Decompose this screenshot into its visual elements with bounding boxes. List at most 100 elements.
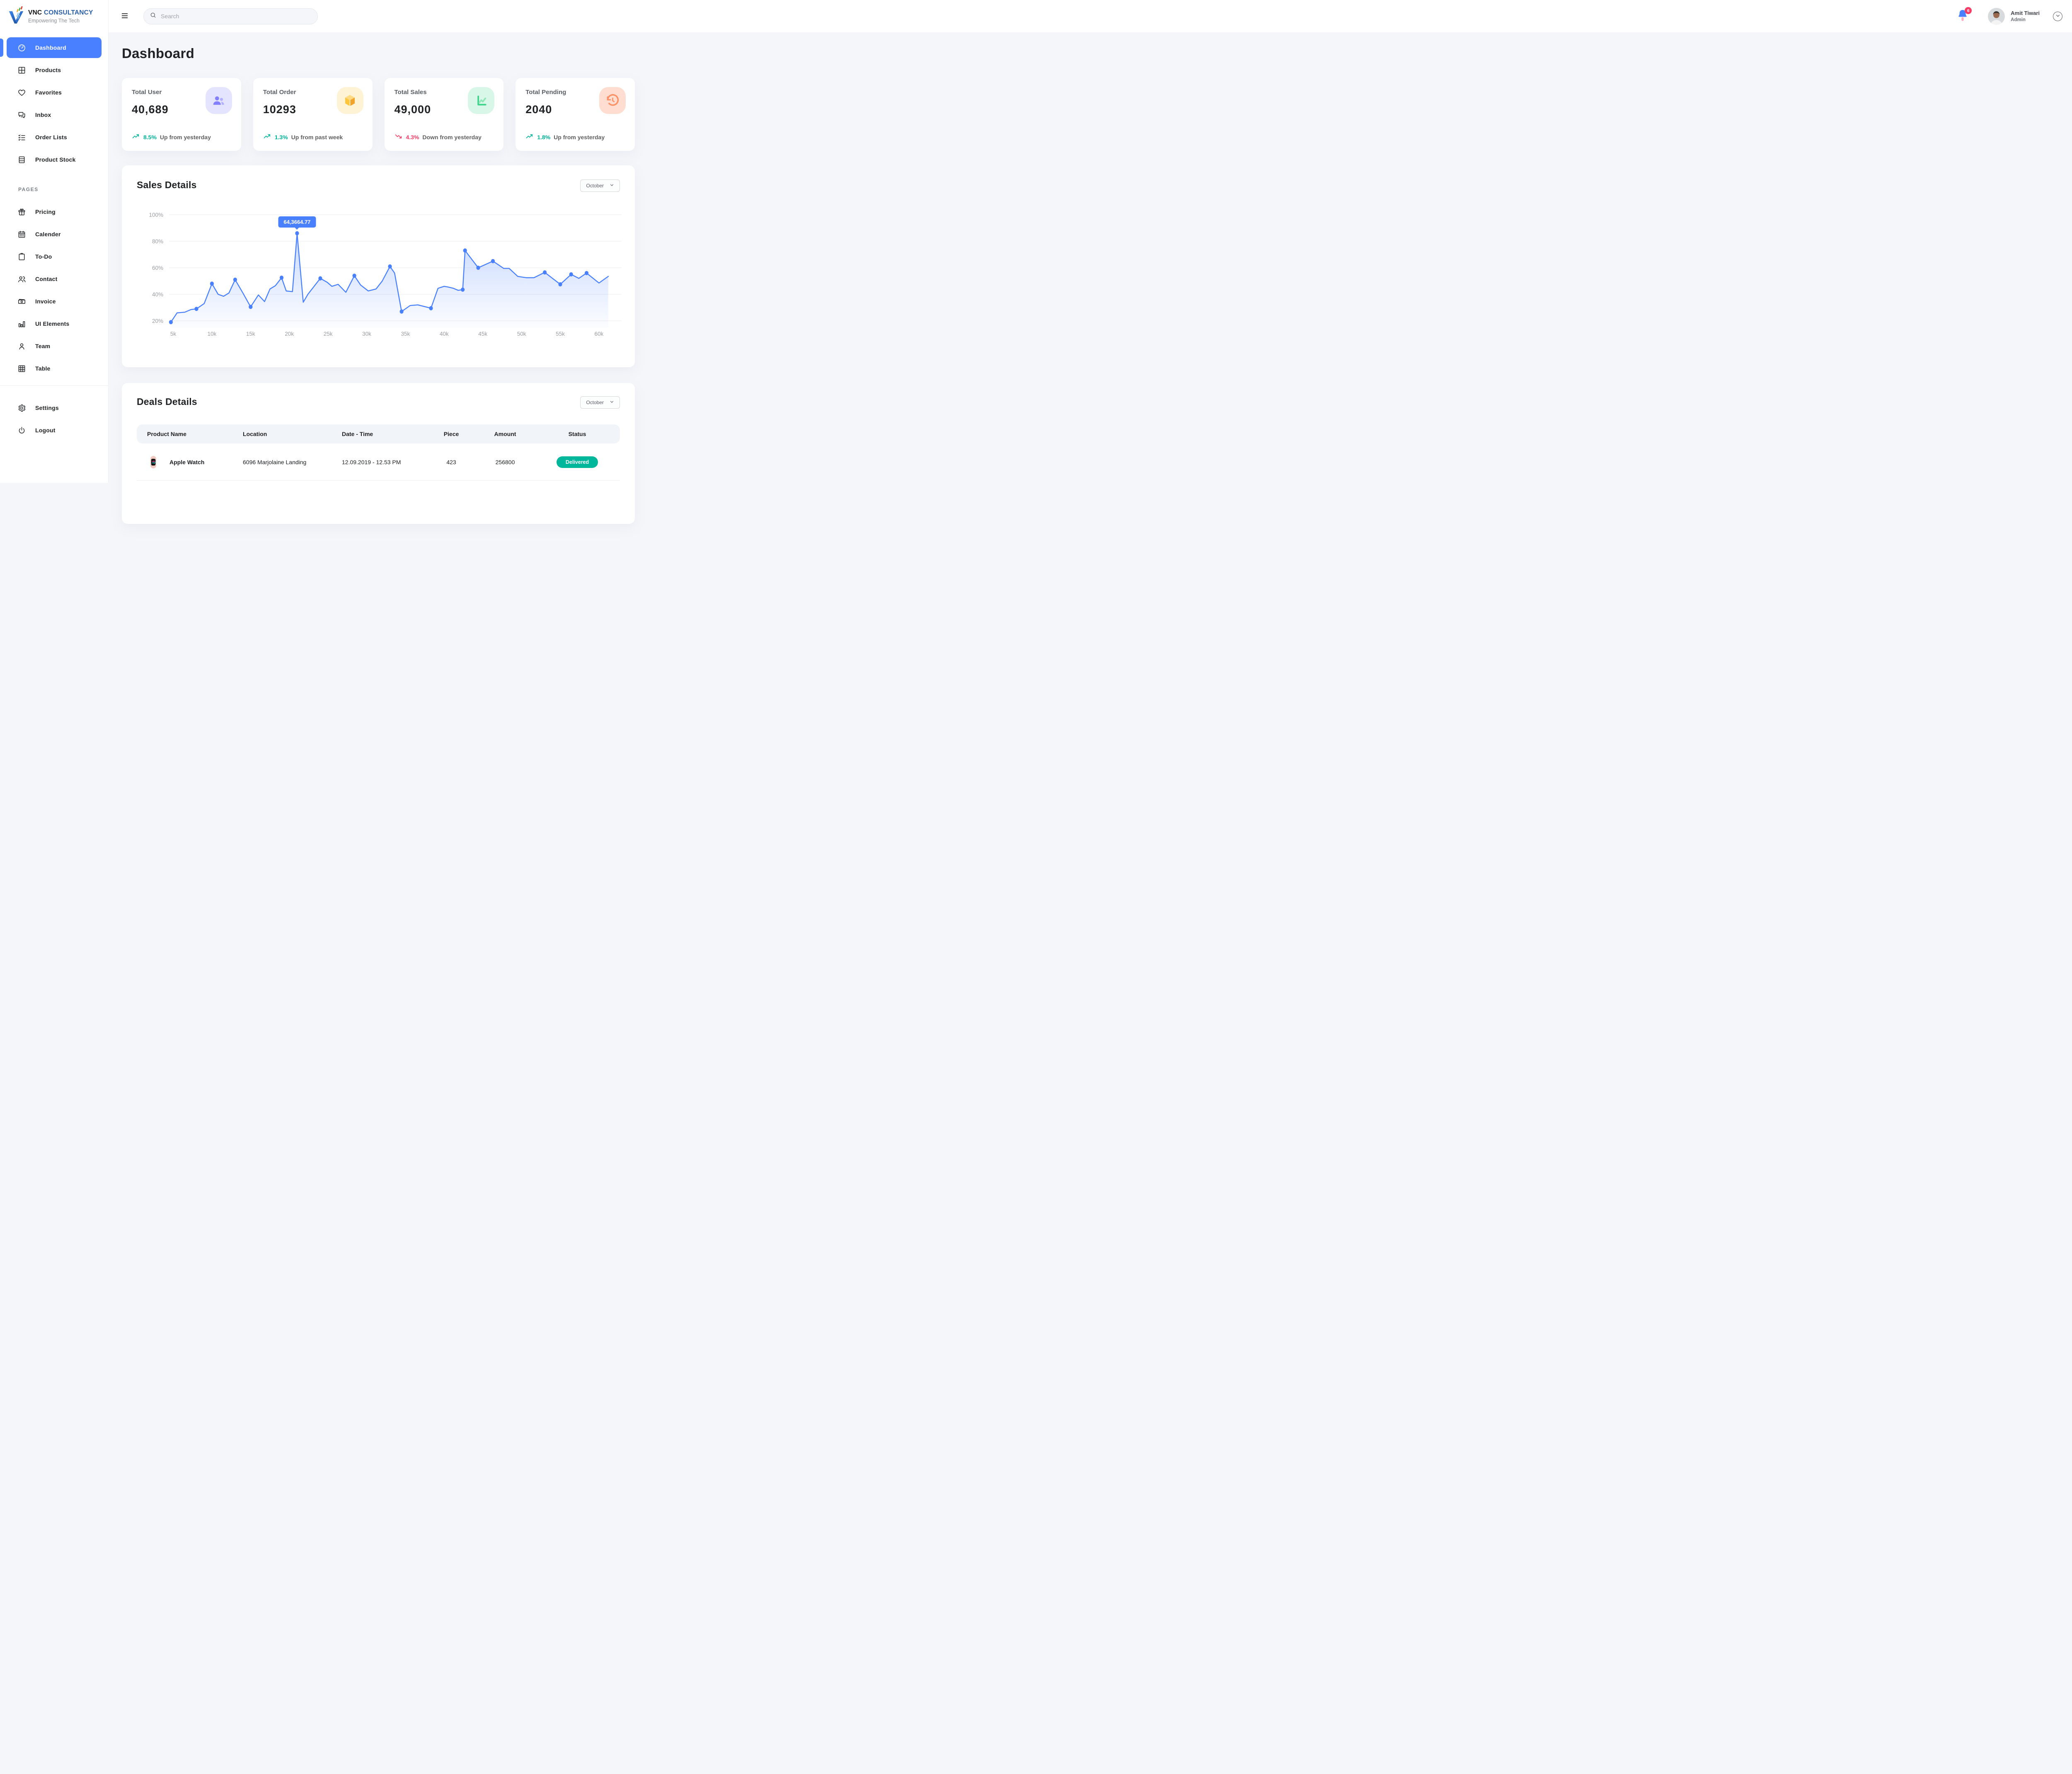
column-header-amount: Amount	[494, 431, 516, 437]
svg-text:60%: 60%	[152, 265, 163, 271]
bell-icon	[1956, 10, 1969, 24]
invoice-icon	[17, 297, 26, 306]
todo-icon	[17, 252, 26, 261]
sidebar-item-invoice[interactable]: Invoice	[7, 291, 102, 312]
users-icon	[205, 87, 232, 114]
inbox-icon	[17, 111, 26, 119]
sidebar: VNC CONSULTANCY Empowering The Tech Dash…	[0, 0, 109, 483]
history-icon	[599, 87, 626, 114]
notifications-button[interactable]: 6	[1956, 7, 1972, 24]
svg-text:20%: 20%	[152, 318, 163, 324]
sidebar-item-settings[interactable]: Settings	[7, 397, 102, 418]
stat-label: Total Sales	[394, 89, 427, 96]
svg-text:35k: 35k	[401, 331, 410, 337]
svg-text:20k: 20k	[285, 331, 294, 337]
sidebar-item-label: UI Elements	[35, 320, 70, 327]
brand-name: VNC CONSULTANCY	[28, 9, 93, 16]
sidebar-item-product-stock[interactable]: Product Stock	[7, 149, 102, 170]
sidebar-nav-footer: Settings Logout	[0, 397, 108, 441]
stat-trend: 1.3% Up from past week	[263, 132, 343, 142]
svg-text:45k: 45k	[478, 331, 487, 337]
user-name: Amit Tiwari	[2011, 10, 2040, 16]
stat-card-total-pending: Total Pending 2040 1.8% Up from yesterday	[516, 78, 635, 151]
stat-value: 10293	[263, 103, 296, 116]
trend-down-icon	[395, 132, 403, 142]
stat-trend: 1.8% Up from yesterday	[525, 132, 605, 142]
sidebar-item-label: Contact	[35, 276, 58, 282]
sidebar-item-calender[interactable]: Calender	[7, 224, 102, 245]
brand-logo-icon	[7, 6, 26, 27]
order-lists-icon	[17, 133, 26, 142]
chart-tooltip: 64,3664.77	[278, 216, 316, 228]
chevron-down-icon	[610, 400, 614, 405]
svg-text:100%: 100%	[149, 212, 163, 218]
svg-text:80%: 80%	[152, 238, 163, 245]
sidebar-item-label: Logout	[35, 427, 56, 434]
sidebar-item-order-lists[interactable]: Order Lists	[7, 127, 102, 148]
main-content: Dashboard Total User 40,689 8.5% Up from ye…	[109, 0, 650, 524]
sidebar-item-label: Order Lists	[35, 134, 67, 141]
ui-elements-icon	[17, 320, 26, 328]
user-meta: Amit Tiwari Admin	[2011, 10, 2040, 22]
avatar[interactable]	[1988, 7, 2005, 25]
table-icon	[17, 364, 26, 373]
stat-value: 40,689	[132, 103, 169, 116]
settings-icon	[17, 404, 26, 412]
chevron-down-icon	[610, 183, 614, 189]
sidebar-item-label: Table	[35, 365, 51, 372]
box-icon	[336, 87, 363, 114]
stat-card-total-order: Total Order 10293 1.3% Up from past week	[253, 78, 373, 151]
page-title: Dashboard	[122, 46, 195, 61]
stat-card-total-user: Total User 40,689 8.5% Up from yesterday	[122, 78, 241, 151]
sidebar-item-table[interactable]: Table	[7, 358, 102, 379]
search-input[interactable]	[161, 13, 312, 19]
sidebar-item-label: Pricing	[35, 208, 56, 215]
svg-text:25k: 25k	[324, 331, 333, 337]
sidebar-item-logout[interactable]: Logout	[7, 420, 102, 441]
sidebar-item-inbox[interactable]: Inbox	[7, 104, 102, 125]
sidebar-item-label: Team	[35, 343, 51, 349]
stat-label: Total Pending	[525, 89, 566, 96]
product-stock-icon	[17, 155, 26, 164]
sales-details-title: Sales Details	[137, 179, 197, 190]
stat-trend: 4.3% Down from yesterday	[395, 132, 482, 142]
user-menu-button[interactable]	[2053, 11, 2062, 21]
sidebar-item-team[interactable]: Team	[7, 336, 102, 356]
column-header-location: Location	[243, 431, 267, 437]
deals-month-filter[interactable]: October	[580, 396, 620, 409]
stat-label: Total Order	[263, 89, 296, 96]
brand-tagline: Empowering The Tech	[28, 17, 80, 24]
logout-icon	[17, 426, 26, 435]
sidebar-item-products[interactable]: Products	[7, 60, 102, 80]
deals-table-header: Product Name Location Date - Time Piece Amou…	[137, 424, 620, 444]
heart-icon	[17, 88, 26, 97]
sidebar-item-favorites[interactable]: Favorites	[7, 82, 102, 103]
sidebar-item-label: Products	[35, 67, 61, 73]
sidebar-divider	[0, 385, 108, 386]
sidebar-nav-pages: Pricing Calender To-Do Contact Invoice UI Ele…	[0, 201, 108, 379]
svg-text:30k: 30k	[362, 331, 371, 337]
sidebar-item-contact[interactable]: Contact	[7, 269, 102, 289]
stat-label: Total User	[132, 89, 162, 96]
sidebar-nav-main: Dashboard Products Favorites Inbox Order Lis…	[0, 37, 108, 170]
dashboard-icon	[17, 44, 26, 52]
sidebar-item-label: Settings	[35, 405, 59, 411]
sidebar-item-label: Dashboard	[35, 44, 66, 51]
brand-logo: VNC CONSULTANCY Empowering The Tech	[0, 0, 108, 32]
sidebar-item-label: Product Stock	[35, 156, 76, 163]
notification-badge: 6	[1965, 7, 1972, 14]
menu-toggle-button[interactable]	[120, 12, 129, 20]
status-badge: Delivered	[557, 456, 598, 468]
sidebar-item-pricing[interactable]: Pricing	[7, 201, 102, 222]
stat-cards-row: Total User 40,689 8.5% Up from yesterday Tot…	[122, 78, 635, 151]
product-name: Apple Watch	[169, 458, 205, 465]
chevron-down-icon	[2055, 13, 2060, 19]
sidebar-item-label: Invoice	[35, 298, 56, 305]
stat-value: 49,000	[394, 103, 431, 116]
sidebar-item-ui-elements[interactable]: UI Elements	[7, 313, 102, 334]
sales-month-filter[interactable]: October	[580, 179, 620, 192]
sidebar-item-to-do[interactable]: To-Do	[7, 246, 102, 267]
sales-details-card: 100% 80% 60% 40% 20% 5k 10k 15k 20k 25k 30k 35k 40k 4…	[122, 165, 635, 367]
svg-text:10k: 10k	[208, 331, 217, 337]
sidebar-item-dashboard[interactable]: Dashboard	[0, 37, 102, 58]
